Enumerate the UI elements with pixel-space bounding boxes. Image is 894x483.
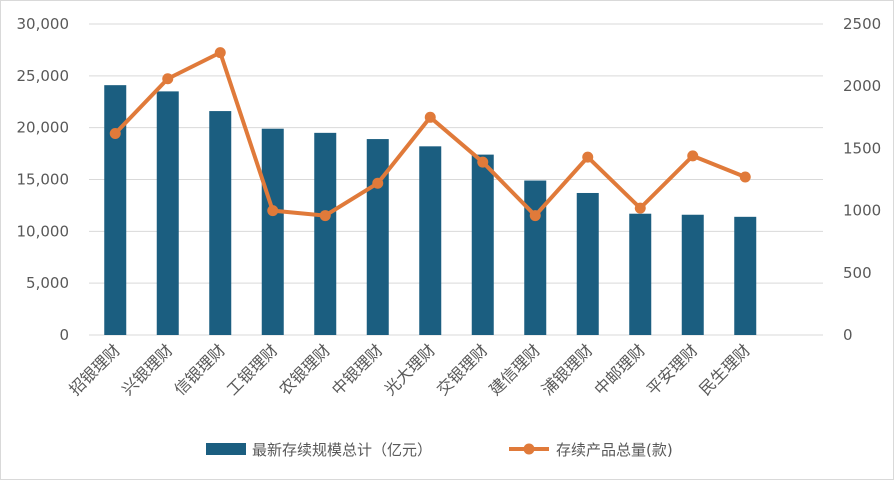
left-tick-label: 0 <box>59 326 69 344</box>
line-point <box>477 156 489 168</box>
bar <box>314 132 337 335</box>
legend-bar-label: 最新存续规模总计（亿元） <box>252 441 432 459</box>
left-tick-label: 5,000 <box>26 274 69 292</box>
line-point <box>319 210 331 222</box>
left-axis-tick-labels: 0 5,000 10,000 15,000 20,000 25,000 30,000 <box>17 15 70 344</box>
category-label: 中邮理财 <box>590 340 649 399</box>
bar <box>524 180 547 335</box>
legend: 最新存续规模总计（亿元） 存续产品总量(款) <box>206 441 673 459</box>
bar <box>156 91 179 335</box>
left-tick-label: 30,000 <box>17 15 70 33</box>
bar <box>261 128 284 335</box>
line-point <box>109 127 121 139</box>
right-axis-tick-labels: 0 500 1000 1500 2000 2500 <box>843 15 881 344</box>
line-point <box>162 73 174 85</box>
category-label: 交银理财 <box>433 340 492 399</box>
category-label: 工银理财 <box>223 340 282 399</box>
left-tick-label: 10,000 <box>17 222 70 240</box>
right-tick-label: 0 <box>843 326 853 344</box>
line-point <box>634 202 646 214</box>
bar <box>209 111 232 335</box>
line-point <box>582 151 594 163</box>
bar <box>734 216 757 335</box>
gridlines <box>89 23 823 336</box>
line-point <box>424 111 436 123</box>
bar-series <box>104 85 757 335</box>
line-series <box>109 47 751 222</box>
category-axis-labels: 招银理财兴银理财信银理财工银理财农银理财中银理财光大理财交银理财建信理财浦银理财… <box>65 340 754 399</box>
category-label: 招银理财 <box>65 340 124 399</box>
bar <box>681 214 704 335</box>
line-point <box>687 150 699 162</box>
line-point <box>529 210 541 222</box>
left-tick-label: 15,000 <box>17 171 70 189</box>
left-tick-label: 20,000 <box>17 119 70 137</box>
bar <box>576 192 599 335</box>
right-tick-label: 2500 <box>843 15 881 33</box>
category-label: 农银理财 <box>275 340 334 399</box>
legend-bar-swatch <box>206 443 246 455</box>
right-tick-label: 1000 <box>843 202 881 220</box>
line-point <box>214 47 226 59</box>
category-label: 兴银理财 <box>118 340 177 399</box>
category-label: 光大理财 <box>380 340 439 399</box>
bar <box>419 146 442 335</box>
category-label: 平安理财 <box>643 340 702 399</box>
category-label: 建信理财 <box>485 340 544 399</box>
category-label: 浦银理财 <box>538 340 597 399</box>
category-label: 信银理财 <box>170 340 229 399</box>
right-tick-label: 1500 <box>843 139 881 157</box>
line-point <box>267 205 279 217</box>
category-label: 民生理财 <box>695 340 754 399</box>
bar <box>629 213 652 335</box>
line-point <box>372 177 384 189</box>
line-point <box>739 171 751 183</box>
right-tick-label: 500 <box>843 264 872 282</box>
legend-line-marker <box>523 443 535 455</box>
right-tick-label: 2000 <box>843 77 881 95</box>
bar <box>104 85 127 335</box>
bar <box>471 154 494 335</box>
category-label: 中银理财 <box>328 340 387 399</box>
left-tick-label: 25,000 <box>17 67 70 85</box>
legend-line-label: 存续产品总量(款) <box>556 441 673 459</box>
bar <box>366 139 389 335</box>
